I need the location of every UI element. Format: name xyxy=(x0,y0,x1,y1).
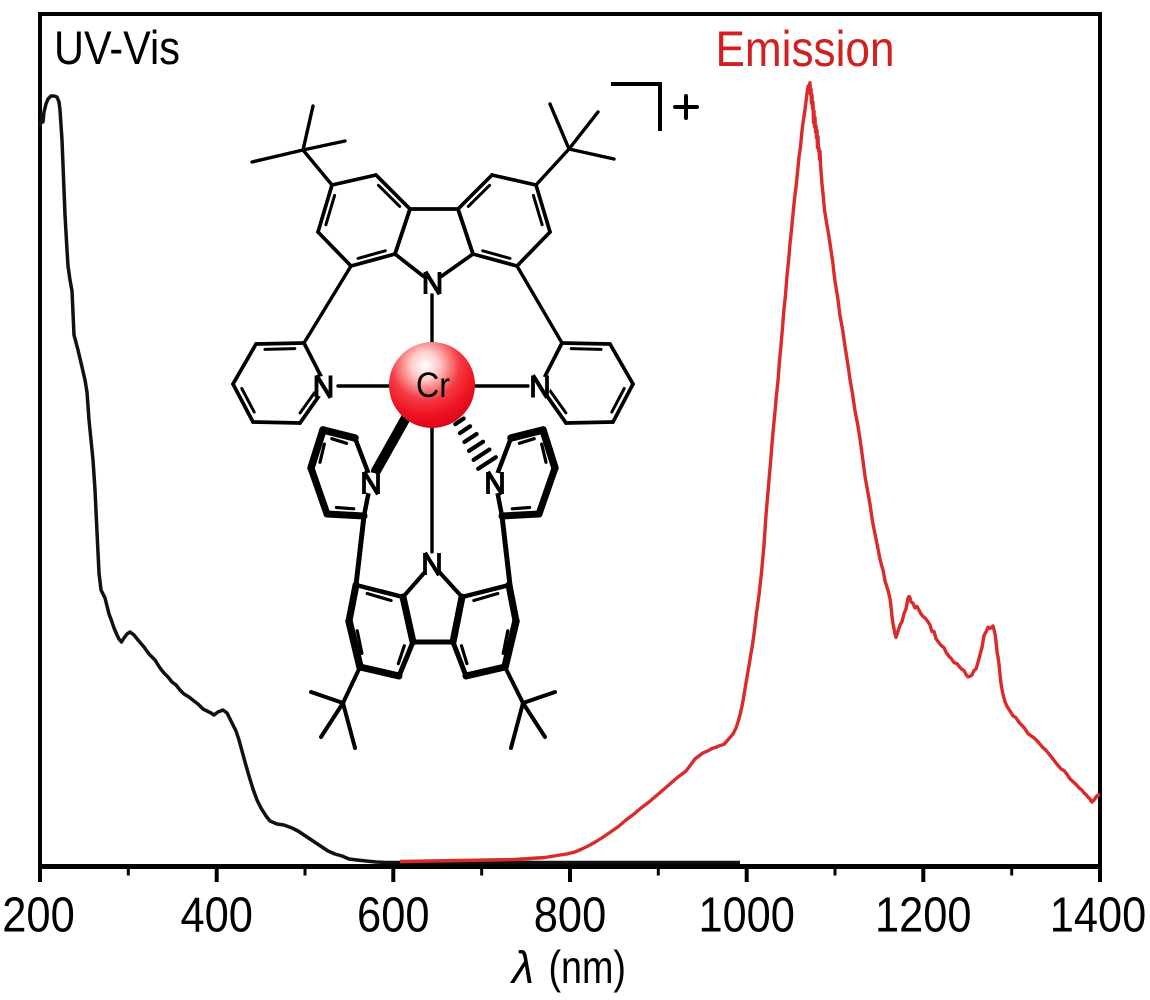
svg-text:(nm): (nm) xyxy=(549,941,627,993)
svg-text:400: 400 xyxy=(180,889,253,943)
svg-text:200: 200 xyxy=(2,889,75,943)
svg-text:600: 600 xyxy=(357,889,430,943)
svg-text:1400: 1400 xyxy=(1050,889,1147,943)
svg-text:Emission: Emission xyxy=(716,21,895,77)
svg-text:1200: 1200 xyxy=(875,889,972,943)
svg-text:UV-Vis: UV-Vis xyxy=(54,21,180,74)
svg-text:800: 800 xyxy=(534,889,607,943)
svg-text:1000: 1000 xyxy=(698,889,795,943)
svg-text:λ: λ xyxy=(509,942,534,993)
svg-text:Cr: Cr xyxy=(416,366,450,405)
